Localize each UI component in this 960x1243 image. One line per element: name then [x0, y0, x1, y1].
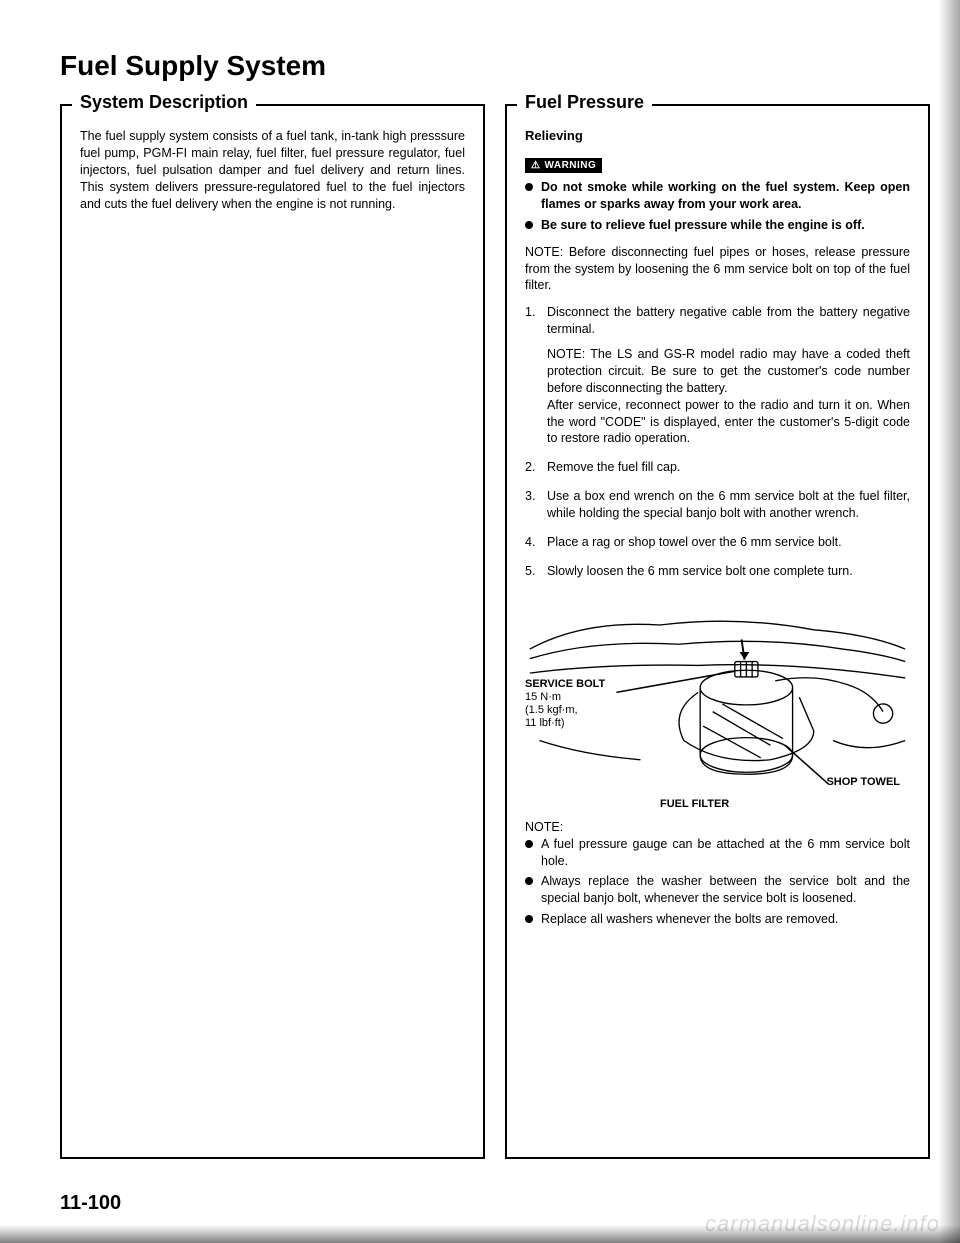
fuel-filter-figure: SERVICE BOLT 15 N·m (1.5 kgf·m, 11 lbf·f… [525, 592, 910, 812]
step-number: 4. [525, 534, 535, 551]
step-number: 2. [525, 459, 535, 476]
step-text: Use a box end wrench on the 6 mm service… [547, 489, 910, 520]
label-line: SERVICE BOLT [525, 678, 605, 691]
note-bullet: A fuel pressure gauge can be attached at… [525, 836, 910, 870]
torque-line: 15 N·m [525, 691, 605, 704]
step-text: Slowly loosen the 6 mm service bolt one … [547, 564, 853, 578]
note-before-steps: NOTE: Before disconnecting fuel pipes or… [525, 244, 910, 295]
torque-line: 11 lbf·ft) [525, 717, 605, 730]
section-legend: System Description [72, 92, 256, 113]
left-column: System Description The fuel supply syste… [60, 92, 485, 1159]
step-text: Disconnect the battery negative cable fr… [547, 305, 910, 336]
step-number: 5. [525, 563, 535, 580]
step-number: 3. [525, 488, 535, 505]
note-bullet: Always replace the washer between the se… [525, 873, 910, 907]
step-number: 1. [525, 304, 535, 321]
scan-shadow-right [938, 0, 960, 1243]
warning-badge: WARNING [525, 158, 602, 173]
note-bullet: Replace all washers whenever the bolts a… [525, 911, 910, 928]
system-description-box: System Description The fuel supply syste… [60, 104, 485, 1159]
warning-item: Be sure to relieve fuel pressure while t… [525, 217, 910, 234]
page-number: 11-100 [60, 1192, 121, 1215]
subheading-relieving: Relieving [525, 128, 910, 143]
section-legend: Fuel Pressure [517, 92, 652, 113]
procedure-steps: 1. Disconnect the battery negative cable… [525, 304, 910, 579]
step-note: NOTE: The LS and GS-R model radio may ha… [547, 346, 910, 447]
warning-list: Do not smoke while working on the fuel s… [525, 179, 910, 234]
step: 1. Disconnect the battery negative cable… [525, 304, 910, 447]
step: 3. Use a box end wrench on the 6 mm serv… [525, 488, 910, 522]
watermark-text: carmanualsonline.info [705, 1211, 940, 1237]
step: 4. Place a rag or shop towel over the 6 … [525, 534, 910, 551]
note-heading: NOTE: [525, 820, 910, 834]
two-column-layout: System Description The fuel supply syste… [60, 92, 930, 1159]
shop-towel-label: SHOP TOWEL [826, 776, 900, 789]
page-title: Fuel Supply System [60, 50, 930, 82]
fuel-pressure-box: Fuel Pressure Relieving WARNING Do not s… [505, 104, 930, 1159]
right-column: Fuel Pressure Relieving WARNING Do not s… [505, 92, 930, 1159]
system-description-text: The fuel supply system consists of a fue… [80, 128, 465, 212]
step-text: Place a rag or shop towel over the 6 mm … [547, 535, 842, 549]
service-bolt-label: SERVICE BOLT 15 N·m (1.5 kgf·m, 11 lbf·f… [525, 678, 605, 731]
manual-page: Fuel Supply System System Description Th… [0, 0, 960, 1243]
step: 2. Remove the fuel fill cap. [525, 459, 910, 476]
step-text: Remove the fuel fill cap. [547, 460, 680, 474]
warning-item: Do not smoke while working on the fuel s… [525, 179, 910, 213]
step: 5. Slowly loosen the 6 mm service bolt o… [525, 563, 910, 580]
torque-line: (1.5 kgf·m, [525, 704, 605, 717]
fuel-filter-label: FUEL FILTER [660, 798, 729, 811]
note-bullets: A fuel pressure gauge can be attached at… [525, 836, 910, 928]
paragraph: The fuel supply system consists of a fue… [80, 128, 465, 212]
